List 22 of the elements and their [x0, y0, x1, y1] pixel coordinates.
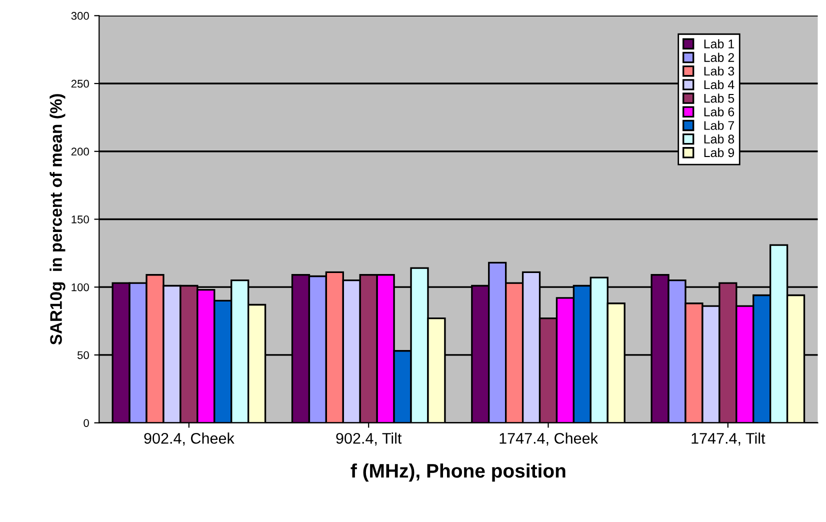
y-tick-label: 50 [77, 351, 89, 360]
y-tick-label: 0 [84, 419, 89, 427]
legend-label: Lab 1 [704, 39, 734, 48]
legend-label: Lab 8 [704, 134, 734, 144]
x-axis-title: f (MHz), Phone position [350, 463, 566, 482]
y-tick-label: 200 [71, 148, 89, 156]
legend-label: Lab 9 [704, 148, 734, 158]
x-tick-label: 902.4, Cheek [144, 432, 234, 446]
y-tick-label: 100 [72, 283, 89, 292]
legend-label: Lab 7 [704, 120, 734, 130]
legend-label: Lab 3 [704, 66, 734, 76]
legend-label: Lab 5 [704, 94, 734, 103]
y-tick-label: 300 [71, 12, 89, 20]
y-tick-label: 150 [72, 216, 89, 224]
legend-label: Lab 6 [704, 107, 734, 116]
x-tick-label: 902.4, Tilt [336, 432, 402, 446]
y-tick-label: 250 [71, 80, 89, 88]
x-tick-label: 1747.4, Tilt [692, 432, 766, 446]
legend-label: Lab 4 [704, 80, 734, 90]
x-tick-label: 1747.4, Cheek [500, 432, 598, 446]
y-axis-title: SAR10g in percent of mean (%) [50, 94, 66, 345]
legend-label: Lab 2 [704, 52, 734, 62]
